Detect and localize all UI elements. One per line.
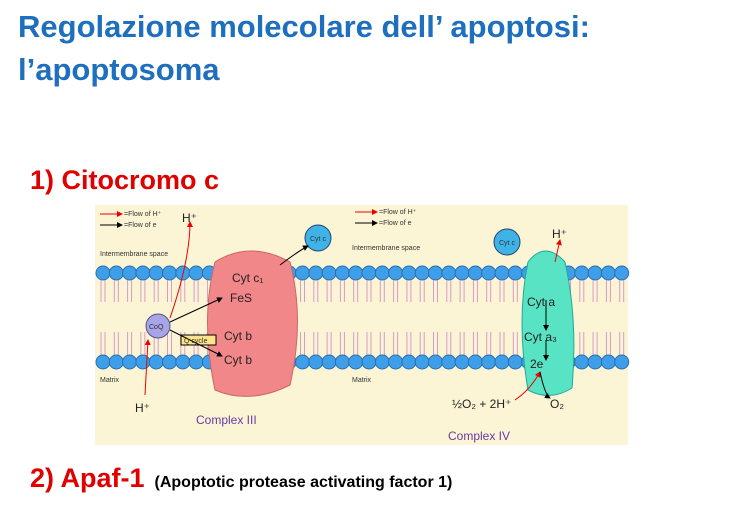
- lipid-head: [467, 265, 483, 281]
- lipid-head: [348, 354, 364, 370]
- lipid-head: [388, 265, 404, 281]
- lipid-head: [122, 265, 138, 281]
- lipid-head: [148, 265, 164, 281]
- lipid-head: [122, 354, 138, 370]
- lipid-head: [600, 265, 616, 281]
- matrix-label: Matrix: [100, 377, 120, 384]
- legend: =Flow of H⁺: [379, 209, 417, 216]
- lipid-head: [308, 265, 324, 281]
- lipid-head: [135, 354, 151, 370]
- label: CoQ: [149, 324, 164, 331]
- section-label: 1) Citocromo c: [30, 165, 219, 195]
- lipid-head: [188, 354, 204, 370]
- lipid-head: [374, 265, 390, 281]
- lipid-head: [428, 354, 443, 370]
- lipid-head: [414, 354, 430, 370]
- lipid-head: [428, 265, 443, 281]
- section: 2) Apaf-1 (Apoptotic protease activating …: [30, 463, 452, 493]
- label: O₂: [550, 397, 564, 411]
- lipid-head: [507, 354, 523, 370]
- lipid-head: [481, 265, 497, 281]
- lipid-head: [587, 265, 603, 281]
- lipid-head: [574, 354, 590, 370]
- label: Cyt a₃: [524, 330, 557, 344]
- lipid-head: [108, 354, 124, 370]
- lipid-head: [162, 265, 177, 281]
- label: Cyt b: [224, 329, 252, 343]
- lipid-head: [454, 265, 470, 281]
- label: Cyt c: [310, 236, 326, 243]
- lipid-head: [135, 265, 151, 281]
- lipid-head: [614, 265, 630, 281]
- label: Cyt c: [499, 240, 515, 247]
- space-label: Intermembrane space: [100, 251, 168, 258]
- proton: H⁺: [182, 211, 197, 225]
- lipid-head: [321, 354, 337, 370]
- lipid-head: [334, 354, 350, 370]
- lipid-head: [600, 354, 616, 370]
- lipid-head: [361, 354, 377, 370]
- diagram-labels: =Flow of H⁺ =Flow of e H⁺ Intermembrane …: [100, 209, 567, 443]
- section-label: 2) Apaf-1: [30, 463, 145, 493]
- lipid-head: [374, 354, 390, 370]
- lipid-head: [388, 354, 404, 370]
- lipid-head: [348, 265, 364, 281]
- legend: =Flow of H⁺: [124, 211, 162, 218]
- lipid-head: [95, 354, 111, 370]
- lipid-head: [481, 354, 497, 370]
- legend: =Flow of e: [379, 220, 412, 227]
- lipid-head: [175, 354, 191, 370]
- coq: [145, 313, 171, 339]
- proton: H⁺: [135, 401, 150, 415]
- lipid-head: [162, 354, 177, 370]
- space-label: Intermembrane space: [352, 245, 420, 252]
- lipid-head: [308, 354, 324, 370]
- complex-label: Complex III: [196, 413, 257, 427]
- lipid-head: [295, 354, 310, 370]
- label: Cyt a: [527, 295, 555, 309]
- title-line: Regolazione molecolare dell’ apoptosi:: [18, 9, 590, 44]
- lipid-head: [401, 354, 417, 370]
- lipid-head: [361, 265, 377, 281]
- label: FeS: [230, 291, 252, 305]
- label: Cyt c₁: [232, 271, 263, 285]
- complex-iv: [521, 250, 575, 396]
- lipid-head: [108, 265, 124, 281]
- lipid-head: [467, 354, 483, 370]
- lipid-head: [401, 265, 417, 281]
- lipid-head: [441, 354, 457, 370]
- matrix-label: Matrix: [352, 377, 372, 384]
- section-note: (Apoptotic protease activating factor 1): [155, 474, 453, 491]
- lipid-head: [295, 265, 310, 281]
- lipid-head: [587, 354, 603, 370]
- lipid-head: [494, 265, 510, 281]
- lipid-head: [188, 265, 204, 281]
- label: Cyt b: [224, 353, 252, 367]
- lipid-head: [614, 354, 630, 370]
- cyt-c: [304, 224, 332, 252]
- lipid-head: [494, 354, 510, 370]
- label: 2e: [530, 357, 544, 371]
- lipid-head: [148, 354, 164, 370]
- legend: =Flow of e: [124, 222, 157, 229]
- lipid-head: [507, 265, 523, 281]
- title-line: l’apoptosoma: [18, 52, 220, 87]
- q-cycle-box: [180, 334, 217, 346]
- complex-label: Complex IV: [448, 429, 510, 443]
- label: ½O₂ + 2H⁺: [452, 397, 511, 411]
- lipid-head: [414, 265, 430, 281]
- lipid-head: [574, 265, 590, 281]
- lipid-head: [454, 354, 470, 370]
- lipid-head: [441, 265, 457, 281]
- label: Q cycle: [184, 338, 207, 345]
- arrows: [100, 209, 562, 401]
- lipid-head: [95, 265, 111, 281]
- lipid-head: [334, 265, 350, 281]
- lipid-head: [321, 265, 337, 281]
- cyt-c: [493, 228, 521, 256]
- proton: H⁺: [552, 227, 567, 241]
